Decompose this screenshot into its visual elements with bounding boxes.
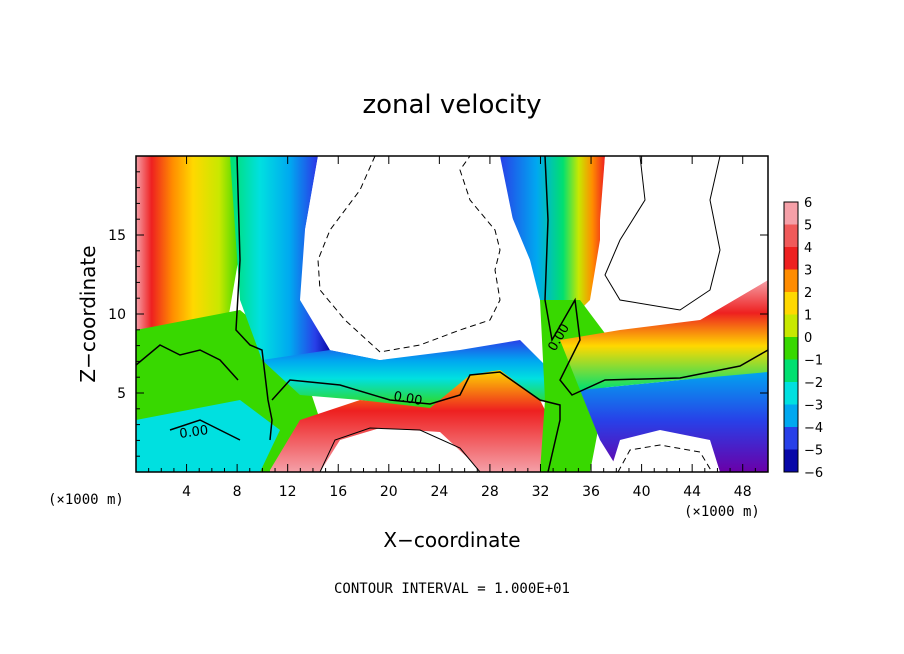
region-left-warm	[136, 156, 240, 330]
colorbar-label: −1	[804, 354, 823, 369]
x-tick-label: 48	[734, 484, 752, 500]
colorbar-label: −2	[804, 376, 823, 391]
colorbar-swatch	[784, 427, 798, 450]
chart-title: zonal velocity	[362, 90, 541, 120]
colorbar-label: 3	[804, 264, 812, 279]
contour-zero-horizontal	[271, 371, 561, 472]
colorbar-label: −5	[804, 444, 823, 459]
x-tick-label: 32	[532, 484, 550, 500]
x-tick-label: 12	[279, 484, 297, 500]
colorbar-label: −6	[804, 466, 823, 481]
region-white-center	[305, 156, 520, 360]
contour-label: 0.00	[392, 389, 423, 409]
colorbar-swatch	[784, 247, 798, 270]
colorbar-label: 4	[804, 241, 812, 256]
y-axis-ticks: 5 10 15	[108, 171, 768, 457]
x-tick-label: 16	[329, 484, 347, 500]
colorbar-label: 6	[804, 196, 812, 211]
x-tick-label: 36	[582, 484, 600, 500]
contour-zero-left	[235, 156, 273, 441]
colorbar-swatch	[784, 337, 798, 360]
colorbar-swatch	[784, 404, 798, 428]
colorbar-swatch	[784, 314, 798, 338]
colorbar-swatch	[784, 269, 798, 293]
colorbar-swatch	[784, 359, 798, 383]
x-unit-left: (×1000 m)	[48, 492, 124, 508]
contour-zero-bottom	[169, 419, 241, 441]
region-right-warm	[560, 280, 768, 390]
colorbar-label: −4	[804, 421, 823, 436]
contour-zero-vertical	[544, 156, 768, 396]
x-tick-label: 8	[233, 484, 242, 500]
y-tick-label: 5	[117, 386, 126, 402]
colorbar: 6 5 4 3 2 1 0 −1 −2 −3 −4 −5 −6	[783, 196, 823, 481]
x-unit-right: (×1000 m)	[684, 504, 760, 520]
y-tick-label: 15	[108, 228, 126, 244]
colorbar-label: −3	[804, 399, 823, 414]
x-tick-label: 20	[380, 484, 398, 500]
y-tick-label: 10	[108, 307, 126, 323]
x-axis-ticks: 4 8 12 16 20 24 28 32 36 40 44 48	[148, 156, 756, 500]
velocity-field	[136, 156, 768, 472]
region-white-right	[610, 430, 720, 472]
colorbar-label: 2	[804, 286, 812, 301]
region-left-cyan	[136, 400, 280, 472]
x-tick-label: 40	[633, 484, 651, 500]
x-tick-label: 4	[182, 484, 191, 500]
colorbar-swatch	[784, 224, 798, 248]
colorbar-swatch	[784, 292, 798, 315]
colorbar-frame	[783, 201, 799, 473]
x-tick-label: 24	[430, 484, 448, 500]
colorbar-label: 5	[804, 219, 812, 234]
contours	[136, 156, 768, 472]
x-axis-label: X−coordinate	[383, 528, 520, 552]
x-tick-label: 28	[481, 484, 499, 500]
contour-thin-lower	[319, 427, 481, 472]
contour-thin-right	[604, 156, 721, 311]
contour-dashed-lower-right	[617, 444, 713, 472]
colorbar-swatch	[784, 382, 798, 405]
colorbar-label: 0	[804, 331, 812, 346]
y-axis-label: Z−coordinate	[76, 245, 100, 382]
contour-zero-lower-left	[136, 344, 239, 381]
colorbar-swatch	[784, 202, 798, 225]
x-tick-label: 44	[683, 484, 701, 500]
region-band-2	[500, 156, 605, 330]
colorbar-swatch	[784, 449, 798, 473]
contour-interval-text: CONTOUR INTERVAL = 1.000E+01	[334, 581, 570, 597]
region-white-right-top	[600, 156, 768, 320]
contour-label: 0.00	[178, 423, 209, 442]
colorbar-label: 1	[804, 309, 812, 324]
region-band-1	[230, 156, 330, 380]
